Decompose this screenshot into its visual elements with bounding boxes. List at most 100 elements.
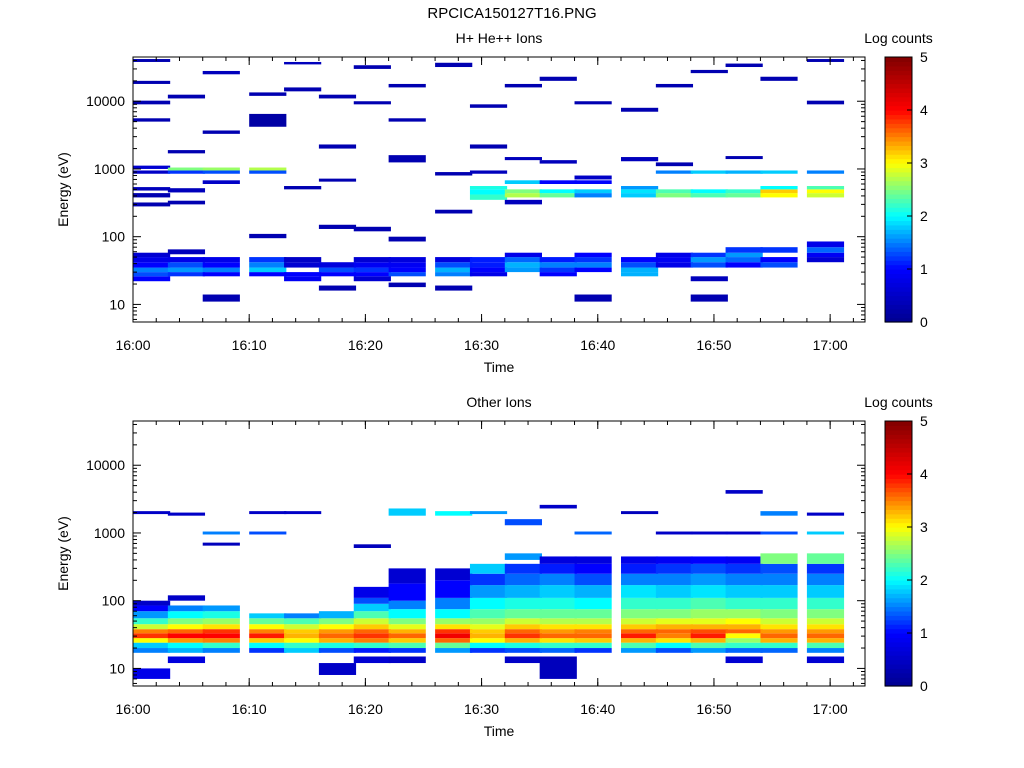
heatmap-cell: [353, 618, 391, 625]
heatmap-cell: [690, 69, 728, 74]
colorbar-segment: [885, 299, 912, 305]
y-tick-label: 10: [109, 296, 125, 312]
heatmap-cell: [167, 150, 206, 154]
heatmap-cell: [690, 609, 728, 619]
heatmap-cell: [435, 629, 473, 634]
heatmap-cell: [388, 629, 426, 634]
heatmap-cell: [725, 656, 763, 664]
heatmap-cell: [539, 609, 577, 619]
colorbar-segment: [885, 216, 912, 222]
colorbar-segment: [885, 286, 912, 292]
heatmap-cell: [806, 553, 845, 564]
colorbar-segment: [885, 659, 912, 665]
colorbar-segment: [885, 180, 912, 186]
heatmap-cell: [760, 247, 798, 253]
heatmap-cell: [621, 597, 659, 610]
heatmap-cell: [690, 170, 728, 174]
heatmap-cell: [760, 629, 798, 634]
heatmap-cell: [760, 573, 798, 586]
heatmap-cell: [760, 633, 798, 639]
heatmap-cell: [539, 180, 577, 184]
heatmap-cell: [806, 648, 845, 653]
heatmap-cells: [133, 490, 845, 679]
heatmap-cell: [574, 609, 612, 619]
heatmap-cell: [504, 642, 542, 649]
heatmap-cell: [133, 118, 171, 122]
heatmap-cell: [202, 542, 240, 546]
heatmap-cell: [469, 144, 508, 149]
heatmap-cell: [655, 563, 694, 574]
heatmap-cell: [284, 87, 322, 92]
heatmap-cell: [760, 186, 798, 190]
heatmap-cell: [249, 257, 287, 263]
x-tick-label: 16:30: [464, 337, 499, 353]
colorbar-segment: [885, 434, 912, 440]
heatmap-cell: [690, 629, 728, 634]
heatmap-cell: [353, 272, 391, 277]
colorbar-segment: [885, 496, 912, 502]
heatmap-cell: [133, 187, 171, 191]
colorbar-segment: [885, 211, 912, 217]
heatmap-cell: [202, 638, 240, 643]
heatmap-cell: [133, 170, 171, 174]
heatmap-cell: [574, 252, 612, 258]
heatmap-cell: [284, 257, 322, 263]
colorbar-tick-label: 1: [920, 261, 928, 277]
heatmap-cell: [539, 585, 577, 598]
heatmap-cell: [435, 638, 473, 643]
heatmap-cell: [806, 189, 845, 194]
heatmap-cell: [318, 611, 357, 619]
heatmap-cell: [725, 633, 763, 639]
colorbar-segment: [885, 295, 912, 301]
colorbar-segment: [885, 646, 912, 652]
heatmap-cell: [202, 648, 240, 653]
heatmap-cell: [725, 262, 763, 268]
heatmap-cell: [435, 267, 473, 273]
colorbar-segment: [885, 277, 912, 283]
x-tick-label: 16:00: [115, 337, 150, 353]
heatmap-cell: [655, 573, 694, 586]
heatmap-cell: [202, 170, 240, 174]
heatmap-cell: [621, 189, 659, 194]
colorbar-segment: [885, 456, 912, 462]
heatmap-cell: [202, 605, 240, 612]
colorbar-segment: [885, 92, 912, 98]
heatmap-cell: [469, 257, 508, 263]
heatmap-cell: [655, 585, 694, 598]
heatmap-cell: [725, 638, 763, 643]
heatmap-cell: [167, 200, 206, 205]
colorbar-segment: [885, 602, 912, 608]
heatmap-cell: [655, 638, 694, 643]
heatmap-cell: [388, 508, 426, 516]
heatmap-cell: [725, 642, 763, 649]
heatmap-cell: [435, 285, 473, 291]
heatmap-cell: [388, 257, 426, 263]
heatmap-cell: [469, 624, 508, 630]
heatmap-cell: [504, 585, 542, 598]
colorbar-segment: [885, 70, 912, 76]
heatmap-cell: [539, 638, 577, 643]
heatmap-cell: [133, 262, 171, 268]
heatmap-cell: [690, 193, 728, 198]
heatmap-cell: [504, 553, 542, 560]
heatmap-cell: [249, 511, 287, 515]
x-tick-label: 16:00: [115, 701, 150, 717]
heatmap-cell: [725, 585, 763, 598]
colorbar-label: Log counts: [864, 394, 933, 410]
heatmap-cell: [760, 563, 798, 574]
heatmap-cell: [388, 648, 426, 653]
heatmap-cell: [725, 618, 763, 625]
heatmap-cell: [806, 563, 845, 574]
heatmap-cell: [435, 633, 473, 639]
colorbar-segment: [885, 282, 912, 288]
colorbar-segment: [885, 443, 912, 449]
heatmap-cell: [690, 257, 728, 263]
heatmap-cell: [539, 257, 577, 263]
y-tick-label: 10: [109, 660, 125, 676]
heatmap-cell: [725, 624, 763, 630]
colorbar-segment: [885, 615, 912, 621]
colorbar-segment: [885, 202, 912, 208]
heatmap-cell: [202, 257, 240, 263]
heatmap-cell: [760, 585, 798, 598]
heatmap-cell: [574, 624, 612, 630]
